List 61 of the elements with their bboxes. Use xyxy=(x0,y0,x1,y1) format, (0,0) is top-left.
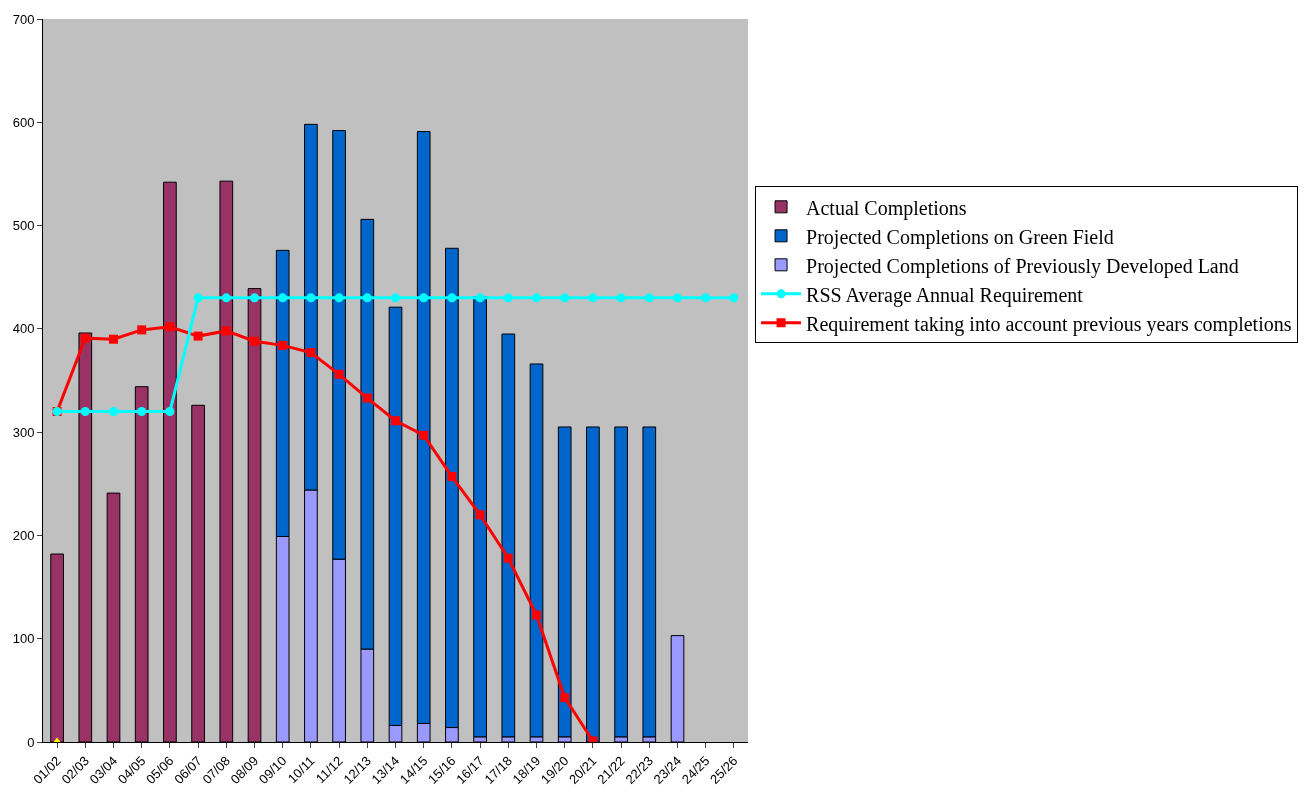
point xyxy=(80,406,90,416)
point xyxy=(306,348,316,358)
point xyxy=(560,293,570,303)
point xyxy=(475,510,485,520)
bar xyxy=(557,426,572,738)
point xyxy=(221,293,231,303)
legend-label: Projected Completions of Previously Developed Land xyxy=(806,254,1239,278)
point xyxy=(165,322,175,332)
point xyxy=(532,293,541,303)
point xyxy=(278,293,288,303)
point xyxy=(250,293,259,303)
point xyxy=(165,406,175,416)
point xyxy=(560,693,570,703)
point xyxy=(419,430,429,440)
point xyxy=(278,340,288,350)
y-tick-label: 200 xyxy=(12,527,35,543)
point xyxy=(588,293,598,303)
point xyxy=(475,293,485,303)
y-tick-label: 400 xyxy=(12,321,35,337)
point xyxy=(503,553,513,563)
point xyxy=(391,293,400,303)
point xyxy=(532,610,541,620)
point xyxy=(362,393,372,403)
bar xyxy=(529,363,544,738)
legend-label: RSS Average Annual Requirement xyxy=(806,283,1084,307)
point xyxy=(306,293,316,303)
point xyxy=(137,325,147,335)
bar xyxy=(501,333,516,738)
point xyxy=(109,406,118,416)
point xyxy=(447,472,457,482)
point xyxy=(137,406,147,416)
point xyxy=(362,293,372,303)
point xyxy=(334,293,344,303)
y-tick-label: 600 xyxy=(12,114,35,130)
point xyxy=(616,293,626,303)
point xyxy=(221,326,231,336)
y-tick-label: 100 xyxy=(12,631,35,647)
point xyxy=(193,331,203,341)
point xyxy=(250,336,259,346)
point xyxy=(109,334,118,344)
bar xyxy=(473,296,487,738)
point xyxy=(334,369,344,379)
y-tick-label: 500 xyxy=(12,218,35,234)
y-tick-label: 300 xyxy=(12,424,35,440)
bar xyxy=(642,426,657,738)
legend-label: Actual Completions xyxy=(806,196,967,220)
point xyxy=(673,293,682,303)
point xyxy=(193,293,203,303)
point xyxy=(391,416,400,426)
y-tick-label: 700 xyxy=(12,11,35,27)
legend-label: Requirement taking into account previous years completions xyxy=(806,312,1292,336)
point xyxy=(447,293,457,303)
point xyxy=(419,293,429,303)
point xyxy=(644,293,654,303)
legend-label: Projected Completions on Green Field xyxy=(806,225,1114,249)
point xyxy=(729,293,739,303)
point xyxy=(503,293,513,303)
point xyxy=(701,293,711,303)
point xyxy=(80,333,90,343)
bar xyxy=(614,426,628,738)
y-tick-label: 0 xyxy=(27,734,35,750)
